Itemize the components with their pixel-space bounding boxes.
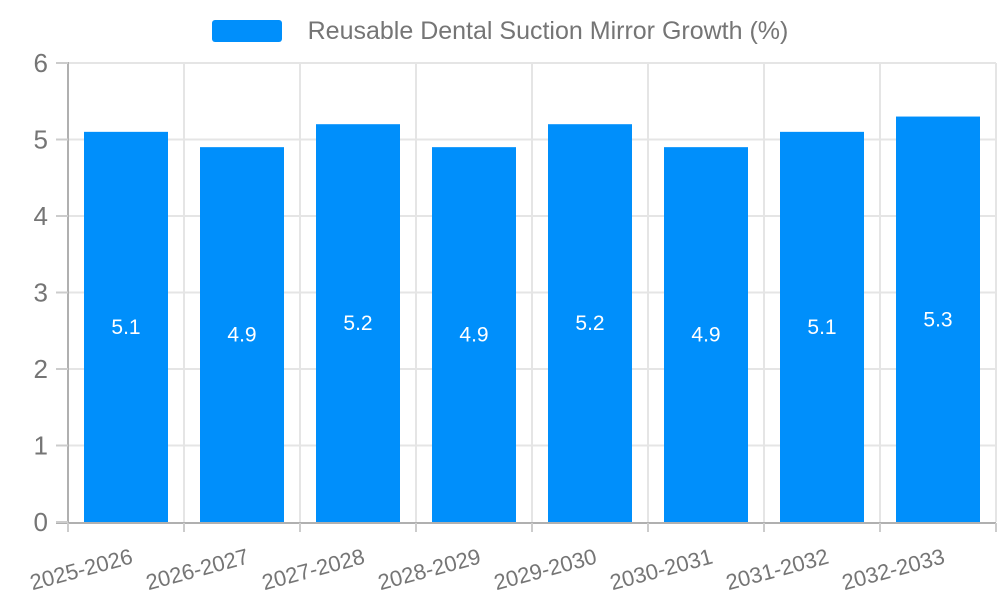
y-axis-label-0: 0 [34, 507, 48, 537]
bar-2029-2030[interactable] [548, 124, 632, 522]
bar-value-label: 4.9 [227, 324, 256, 347]
bar-2028-2029[interactable] [432, 147, 516, 522]
bar-value-label: 4.9 [691, 324, 720, 347]
bar-value-label: 5.1 [111, 316, 140, 339]
x-axis-label-2027-2028: 2027-2028 [259, 544, 367, 595]
x-axis-label-2032-2033: 2032-2033 [839, 544, 947, 595]
y-axis-labels: 0 1 2 3 4 5 6 [34, 48, 48, 537]
x-axis-label-2026-2027: 2026-2027 [143, 544, 251, 595]
bar-value-label: 5.2 [343, 312, 372, 335]
x-axis-label-2025-2026: 2025-2026 [27, 544, 135, 595]
bar-2026-2027[interactable] [200, 147, 284, 522]
bar-2030-2031[interactable] [664, 147, 748, 522]
bar-2031-2032[interactable] [780, 131, 864, 522]
legend-label: Reusable Dental Suction Mirror Growth (%… [307, 16, 789, 45]
legend[interactable]: Reusable Dental Suction Mirror Growth (%… [0, 16, 1000, 46]
legend-marker[interactable] [211, 20, 282, 42]
x-axis-labels: 2025-2026 2026-2027 2027-2028 2028-2029 2029… [27, 544, 947, 595]
axes [56, 62, 997, 532]
bar-value-label: 4.9 [459, 324, 488, 347]
bar-value-label: 5.3 [923, 308, 952, 331]
bars-series: 5.1 4.9 5.2 4.9 5.2 4.9 5.1 5.3 [84, 116, 980, 523]
y-axis-label-5: 5 [34, 125, 48, 155]
bar-2027-2028[interactable] [316, 124, 400, 522]
y-axis-label-2: 2 [34, 354, 48, 384]
x-axis-label-2029-2030: 2029-2030 [491, 544, 599, 595]
y-axis-label-1: 1 [34, 431, 48, 461]
bar-2025-2026[interactable] [84, 131, 168, 522]
x-axis-label-2028-2029: 2028-2029 [375, 544, 483, 595]
y-axis-label-3: 3 [34, 278, 48, 308]
x-axis-label-2031-2032: 2031-2032 [723, 544, 831, 595]
y-axis-label-6: 6 [34, 48, 48, 78]
x-axis-label-2030-2031: 2030-2031 [607, 544, 715, 595]
bar-2032-2033[interactable] [896, 116, 980, 523]
y-axis-label-4: 4 [34, 201, 48, 231]
bar-value-label: 5.2 [575, 312, 604, 335]
bar-value-label: 5.1 [807, 316, 836, 339]
